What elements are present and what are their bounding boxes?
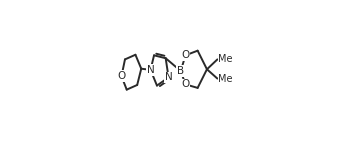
Text: O: O — [181, 50, 190, 60]
Text: Me: Me — [218, 74, 233, 84]
Text: O: O — [181, 79, 190, 89]
Text: Me: Me — [218, 54, 233, 64]
Text: N: N — [147, 65, 154, 75]
Text: O: O — [117, 71, 126, 81]
Text: B: B — [177, 66, 184, 76]
Text: N: N — [165, 72, 172, 82]
